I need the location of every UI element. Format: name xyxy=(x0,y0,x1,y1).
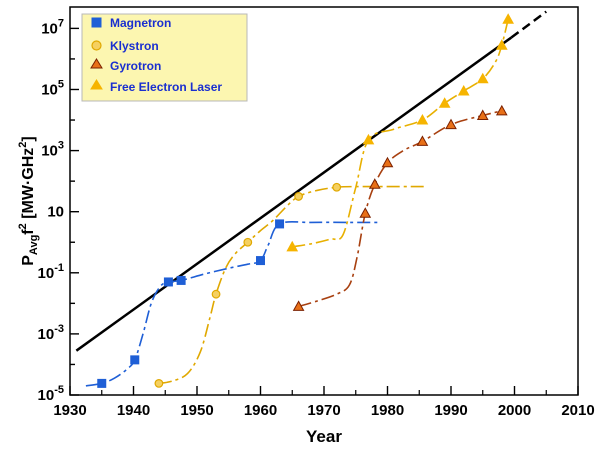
y-axis-title-main: P xyxy=(20,255,37,266)
data-point-series1-3 xyxy=(294,192,304,201)
trend-line xyxy=(75,36,513,352)
data-point-series2-1 xyxy=(359,207,372,218)
x-tick-label: 1980 xyxy=(371,402,404,419)
y-tick-label: 10 xyxy=(47,204,64,221)
data-point-series2-6 xyxy=(476,109,489,120)
x-tick-label: 1950 xyxy=(180,402,213,419)
data-point-series3-2 xyxy=(416,114,429,125)
y-tick-label: 105 xyxy=(41,78,64,98)
data-point-series3-4 xyxy=(457,84,470,96)
data-point-series2-5 xyxy=(445,118,457,130)
y-axis-title-unit: [MW·GHz xyxy=(20,148,37,224)
data-point-series1-4 xyxy=(332,182,342,192)
x-tick-label: 1930 xyxy=(53,402,86,419)
data-point-series0-5 xyxy=(275,219,285,229)
legend-label-gyrotron: Gyrotron xyxy=(110,59,161,73)
legend-marker-fel xyxy=(90,79,103,90)
series-curve-3 xyxy=(292,19,509,248)
x-tick-label: 1960 xyxy=(244,402,277,419)
legend-marker-magnetron xyxy=(91,17,102,28)
data-point-series0-2 xyxy=(163,277,173,287)
x-tick-label: 1970 xyxy=(307,402,340,419)
legend-label-fel: Free Electron Laser xyxy=(110,80,222,94)
y-axis-title-sub: Avg xyxy=(28,235,40,255)
data-point-series2-4 xyxy=(416,135,429,146)
legend-label-magnetron: Magnetron xyxy=(110,16,171,30)
data-point-series2-3 xyxy=(381,156,394,168)
data-point-series1-1 xyxy=(211,289,221,299)
series-markers xyxy=(97,13,514,388)
legend: Magnetron Klystron Gyrotron Free Electro… xyxy=(81,13,248,102)
legend-marker-klystron xyxy=(91,40,102,51)
legend-label-klystron: Klystron xyxy=(110,39,159,53)
data-point-series0-0 xyxy=(97,378,107,388)
data-point-series3-1 xyxy=(362,133,375,145)
y-axis-title-unit-end: ] xyxy=(20,136,37,141)
x-axis-title: Year xyxy=(306,427,342,446)
data-point-series3-7 xyxy=(502,13,514,24)
data-point-series3-5 xyxy=(476,72,489,84)
y-axis-title: PAvgf2 [MW·GHz2] xyxy=(17,136,40,265)
x-tick-label: 2000 xyxy=(498,402,531,419)
data-point-series2-0 xyxy=(292,300,305,311)
x-tick-label: 1990 xyxy=(434,402,467,419)
y-tick-label: 10-1 xyxy=(38,262,64,282)
y-axis-title-mid: f xyxy=(20,229,37,235)
data-point-series3-6 xyxy=(495,39,508,50)
y-tick-label: 107 xyxy=(41,17,64,37)
y-axis-title-sup: 2 xyxy=(17,223,29,229)
data-point-series0-3 xyxy=(176,275,186,285)
legend-box xyxy=(81,13,248,102)
x-tick-label: 1940 xyxy=(117,402,150,419)
data-point-series3-3 xyxy=(438,97,451,108)
x-tick-label: 2010 xyxy=(561,402,594,419)
data-point-series3-0 xyxy=(286,240,299,252)
data-point-series0-4 xyxy=(256,256,265,266)
trend-layer xyxy=(75,10,547,352)
data-point-series2-2 xyxy=(368,178,381,189)
y-tick-label: 10-3 xyxy=(38,323,64,343)
y-tick-label: 103 xyxy=(41,140,64,160)
data-point-series0-1 xyxy=(130,355,140,365)
trend-line-extension xyxy=(510,10,547,39)
data-point-series1-0 xyxy=(154,378,164,388)
y-axis-title-unit-sup: 2 xyxy=(17,142,29,148)
data-point-series2-7 xyxy=(495,104,508,116)
axis-ticks: 1930 1940 1950 1960 1970 1980 1990 2000 2010 10-5… xyxy=(38,17,595,419)
y-tick-label: 10-5 xyxy=(38,384,64,404)
data-point-series1-2 xyxy=(243,237,253,247)
legend-marker-gyrotron xyxy=(90,58,103,69)
